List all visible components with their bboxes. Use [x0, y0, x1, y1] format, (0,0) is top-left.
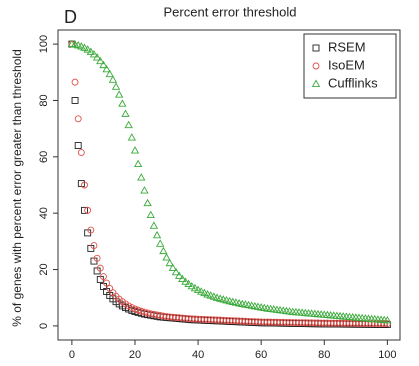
triangle-marker [178, 274, 187, 282]
triangle-marker [159, 246, 168, 255]
square-marker [74, 142, 82, 149]
y-tick-label: 60 [38, 151, 50, 163]
triangle-marker [168, 263, 178, 271]
triangle-marker [190, 283, 200, 292]
circle-marker [77, 149, 85, 157]
triangle-marker [165, 258, 174, 267]
circle-marker [74, 115, 82, 123]
circle-marker [383, 320, 391, 328]
circle-marker [147, 310, 155, 318]
x-tick-label: 20 [129, 349, 141, 361]
triangle-marker [77, 42, 86, 50]
y-tick-label: 40 [38, 207, 50, 219]
triangle-marker [383, 316, 392, 324]
triangle-marker [137, 173, 146, 181]
circle-marker [380, 320, 388, 328]
triangle-marker [140, 186, 149, 194]
triangle-marker [102, 64, 111, 73]
circle-marker [93, 254, 101, 262]
x-tick-label: 60 [255, 349, 267, 361]
triangle-marker [80, 43, 89, 51]
triangle-marker [311, 79, 321, 87]
circle-marker [90, 242, 98, 250]
circle-marker [144, 309, 152, 317]
panel-label: D [64, 7, 77, 27]
circle-marker [87, 226, 95, 234]
triangle-marker [197, 287, 206, 295]
triangle-marker [108, 75, 118, 83]
triangle-marker [127, 133, 136, 141]
legend-label: IsoEM [328, 57, 365, 72]
circle-marker [81, 181, 88, 189]
triangle-marker [121, 109, 130, 117]
circle-marker [71, 78, 79, 86]
circle-marker [134, 306, 142, 314]
triangle-marker [146, 210, 155, 219]
triangle-marker [187, 281, 196, 290]
square-marker [312, 44, 320, 52]
circle-marker [156, 312, 164, 319]
y-axis-label: % of genes with percent error greater th… [10, 49, 24, 327]
circle-marker [96, 264, 104, 272]
circle-marker [99, 273, 107, 281]
triangle-marker [99, 60, 108, 69]
circle-marker [131, 305, 139, 313]
triangle-marker [118, 99, 127, 107]
triangle-marker [156, 239, 165, 247]
x-tick-label: 40 [192, 349, 204, 361]
triangle-marker [96, 56, 105, 65]
square-marker [71, 97, 79, 104]
triangle-marker [124, 120, 133, 129]
triangle-marker [171, 267, 181, 276]
triangle-marker [89, 50, 99, 58]
triangle-marker [105, 69, 114, 78]
y-tick-label: 80 [38, 94, 50, 106]
legend-label: Cufflinks [328, 75, 378, 90]
triangle-marker [174, 271, 184, 279]
triangle-marker [149, 221, 159, 229]
triangle-marker [130, 146, 140, 154]
triangle-marker [143, 198, 152, 207]
legend-label: RSEM [328, 39, 366, 54]
triangle-marker [193, 285, 203, 293]
square-marker [81, 206, 88, 214]
circle-marker [150, 310, 158, 318]
circle-marker [312, 62, 320, 70]
y-tick-label: 100 [38, 35, 50, 53]
triangle-marker [111, 82, 121, 90]
triangle-marker [92, 53, 102, 61]
circle-marker [153, 311, 161, 319]
triangle-marker [181, 277, 190, 285]
triangle-marker [133, 159, 143, 167]
y-tick-label: 20 [38, 263, 50, 275]
circle-marker [103, 279, 111, 287]
x-tick-label: 0 [69, 349, 75, 361]
x-tick-label: 80 [318, 349, 330, 361]
y-tick-label: 0 [38, 323, 50, 329]
circle-marker [137, 307, 145, 315]
circle-marker [140, 308, 148, 316]
circle-marker [128, 304, 136, 312]
triangle-marker [184, 279, 193, 288]
triangle-marker [83, 45, 92, 53]
triangle-marker [115, 90, 124, 98]
triangle-marker [86, 47, 95, 55]
plot-frame [57, 29, 401, 341]
circle-marker [84, 206, 92, 214]
x-tick-label: 100 [378, 349, 396, 361]
chart-title: Percent error threshold [164, 4, 297, 19]
triangle-marker [152, 230, 162, 239]
triangle-marker [200, 288, 209, 297]
triangle-marker [162, 253, 171, 261]
square-marker [77, 180, 85, 188]
